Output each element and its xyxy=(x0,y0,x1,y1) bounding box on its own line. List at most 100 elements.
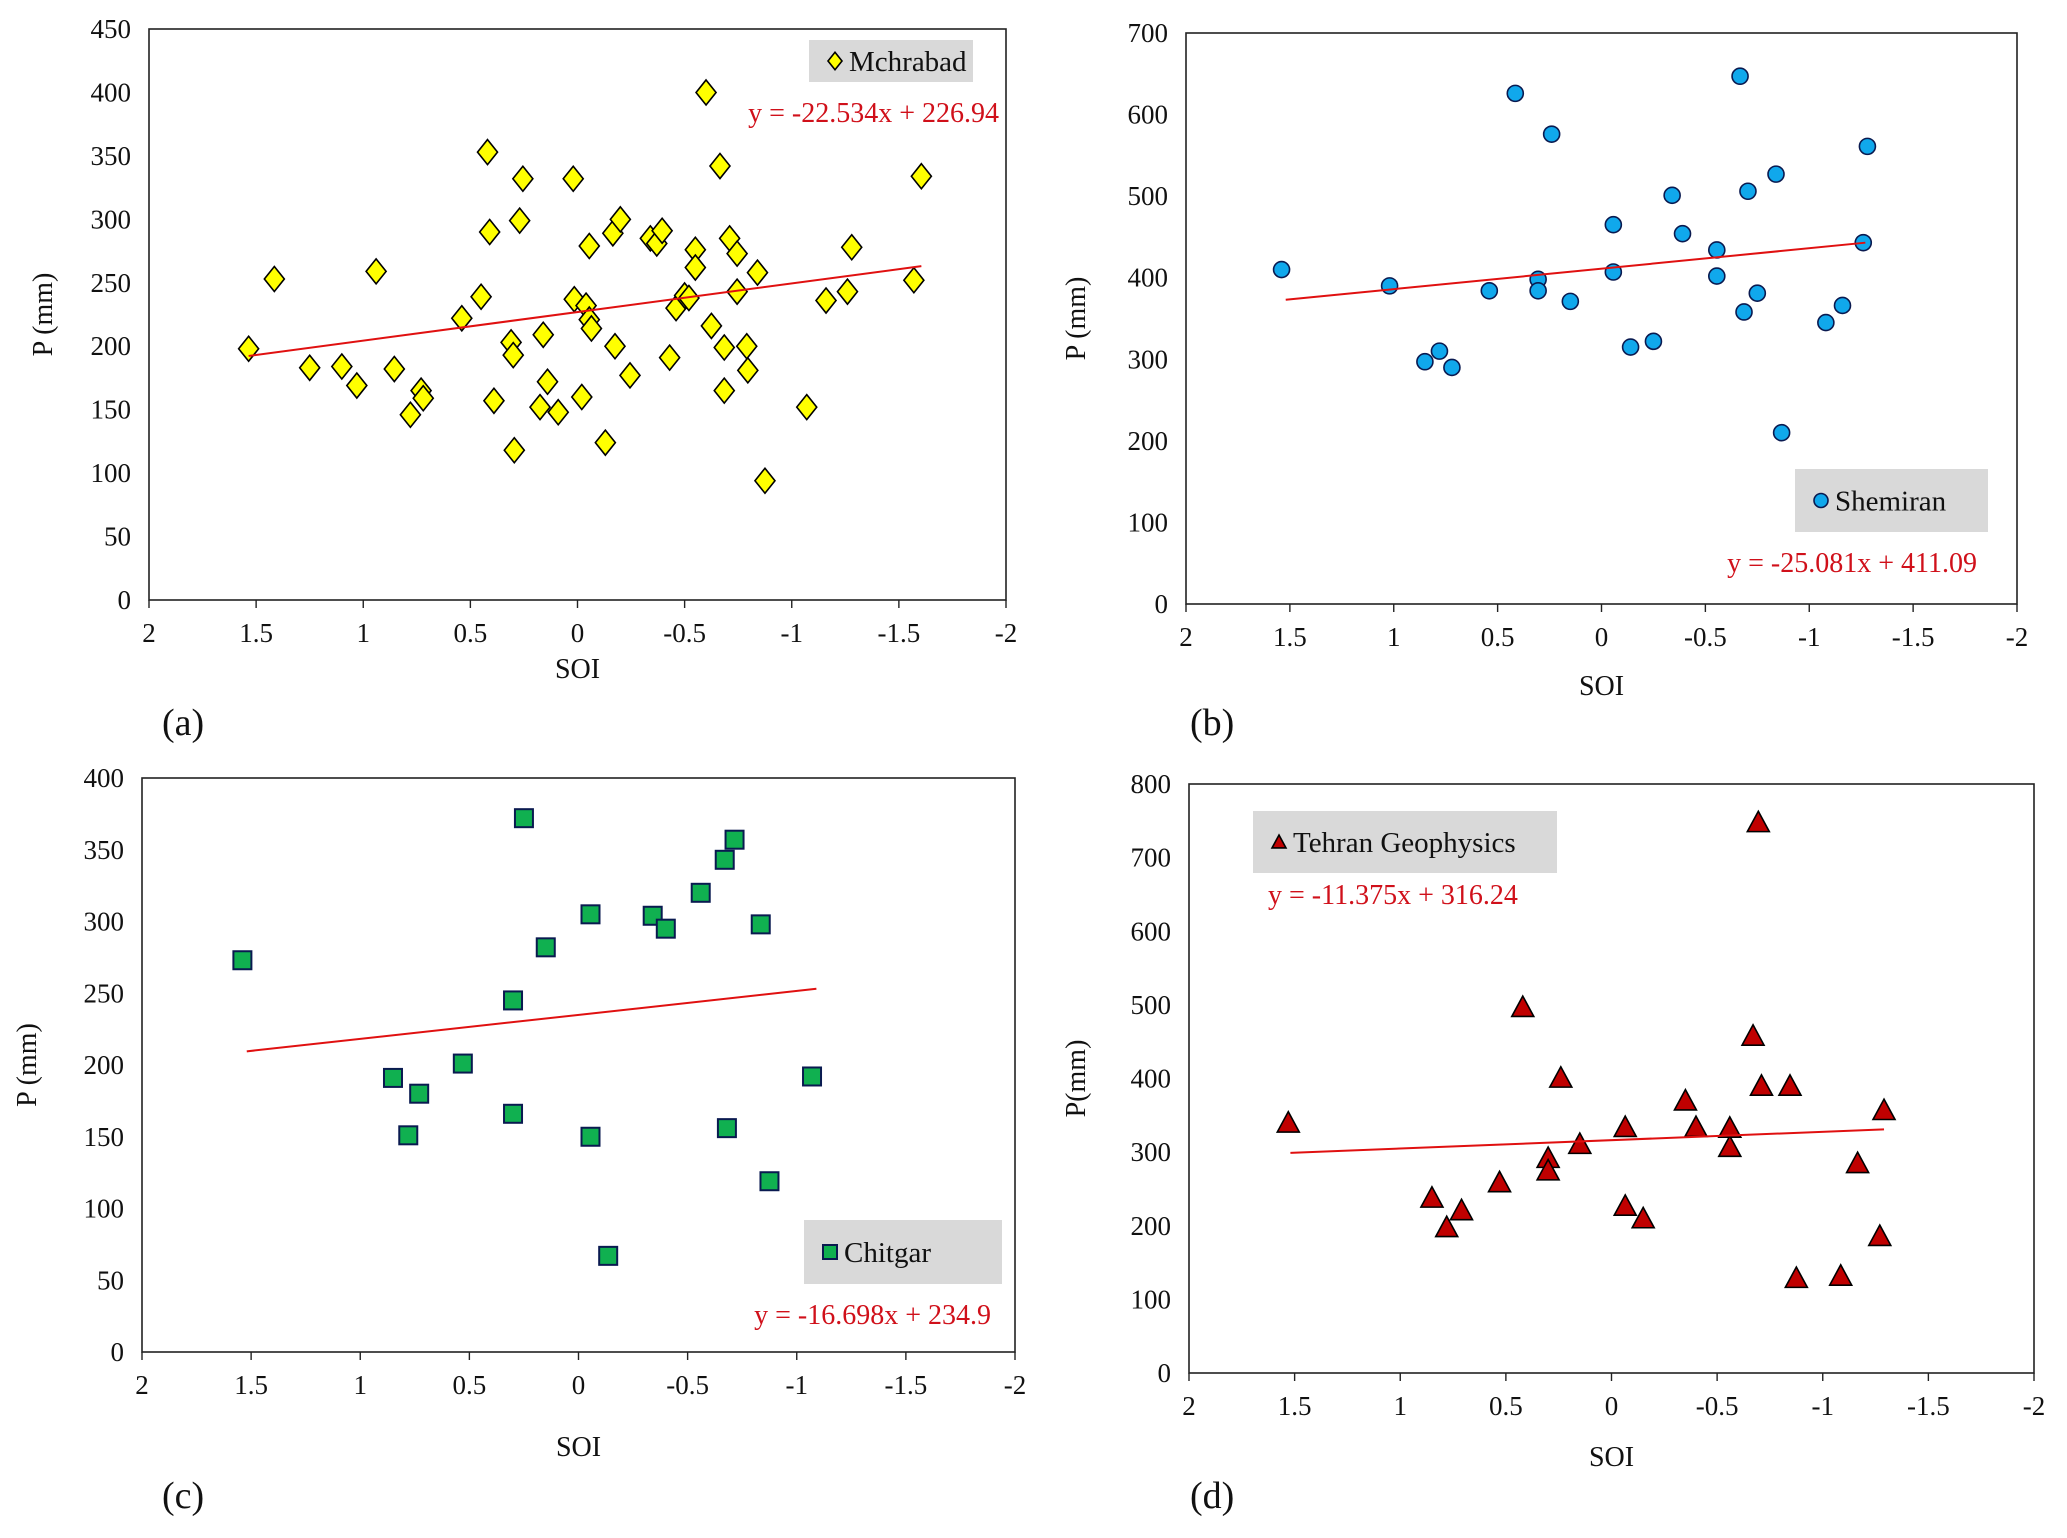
x-tick-label: -1.5 xyxy=(885,1370,928,1400)
data-point xyxy=(1817,313,1835,332)
scatter-panel-a: 2 1.5 1 0.5 0 -0.5 -1 -1.5 -2 0 50 100 150 200 250 300 3… xyxy=(28,14,1017,744)
data-point xyxy=(1708,267,1726,285)
data-point xyxy=(1506,84,1525,103)
data-point xyxy=(724,829,745,850)
data-point xyxy=(910,162,933,190)
data-point xyxy=(1748,284,1767,303)
x-tick-label: -0.5 xyxy=(1696,1391,1739,1421)
data-point xyxy=(1419,1185,1445,1208)
data-point xyxy=(1772,423,1791,442)
data-point xyxy=(1510,994,1536,1018)
data-point xyxy=(713,333,736,362)
data-point xyxy=(802,1066,823,1087)
x-tick-label: 2 xyxy=(135,1370,149,1400)
data-point xyxy=(690,882,711,903)
x-tick-label: 0 xyxy=(572,1370,586,1400)
data-point xyxy=(594,428,617,457)
data-point xyxy=(695,78,718,107)
trendline-equation: y = -11.375x + 316.24 xyxy=(1268,880,1518,911)
y-tick-label: 350 xyxy=(84,835,125,865)
y-tick-label: 100 xyxy=(1128,507,1169,537)
y-tick-label: 300 xyxy=(84,907,125,937)
data-point xyxy=(580,904,601,925)
scatter-panel-d: 2 1.5 1 0.5 0 -0.5 -1 -1.5 -2 0 100 200 300 400 500 600… xyxy=(1061,769,2045,1517)
data-point xyxy=(655,918,676,939)
data-point xyxy=(1612,1114,1638,1138)
y-tick-label: 150 xyxy=(91,395,132,425)
data-point xyxy=(398,1125,419,1146)
trend-line xyxy=(1290,1128,1885,1154)
data-point xyxy=(1612,1193,1638,1217)
panel-label: (b) xyxy=(1190,702,1234,744)
data-point xyxy=(1845,1150,1870,1174)
data-point xyxy=(232,950,253,971)
data-point xyxy=(1871,1097,1897,1121)
data-point xyxy=(609,205,632,234)
data-point xyxy=(562,164,585,193)
data-point xyxy=(750,914,771,935)
trendline-equation: y = -22.534x + 226.94 xyxy=(748,98,999,129)
y-tick-label: 300 xyxy=(1131,1137,1172,1167)
data-point xyxy=(1708,241,1726,259)
data-point xyxy=(603,332,627,361)
data-point xyxy=(618,361,642,390)
trendline-equation: y = -25.081x + 411.09 xyxy=(1727,548,1977,579)
data-point xyxy=(409,1083,430,1104)
y-tick-label: 400 xyxy=(1131,1064,1172,1094)
x-tick-label: -1 xyxy=(786,1370,809,1400)
x-tick-label: 1.5 xyxy=(234,1370,268,1400)
y-axis-title: P (mm) xyxy=(1061,277,1092,361)
x-tick-label: -1.5 xyxy=(1892,622,1935,652)
y-tick-label: 150 xyxy=(84,1122,125,1152)
data-point xyxy=(1745,809,1771,833)
x-tick-label: 1 xyxy=(354,1370,368,1400)
y-tick-label: 500 xyxy=(1131,990,1172,1020)
data-point xyxy=(1542,125,1561,143)
x-tick-label: 2 xyxy=(142,618,156,648)
scatter-panel-c: 2 1.5 1 0.5 0 -0.5 -1 -1.5 -2 0 50 100 150 200 250 300 3… xyxy=(12,763,1026,1517)
y-axis-title: P (mm) xyxy=(12,1023,43,1107)
x-tick-label: 1 xyxy=(357,618,371,648)
trendline-equation: y = -16.698x + 234.9 xyxy=(754,1300,991,1331)
data-point xyxy=(365,257,388,286)
data-point xyxy=(746,258,769,287)
data-point xyxy=(651,216,674,245)
y-axis-title: P(mm) xyxy=(1061,1040,1092,1118)
y-tick-label: 400 xyxy=(84,763,125,793)
y-tick-label: 300 xyxy=(91,204,132,234)
legend-label: Chitgar xyxy=(844,1237,931,1269)
data-point xyxy=(836,277,859,306)
data-point xyxy=(1717,1134,1743,1158)
data-point xyxy=(580,1126,601,1147)
plot-area xyxy=(148,28,1007,601)
data-point xyxy=(1430,342,1449,360)
data-point xyxy=(1767,165,1785,183)
data-point xyxy=(535,937,556,958)
scatter-panel-b: 2 1.5 1 0.5 0 -0.5 -1 -1.5 -2 0 100 200 300 400 500 600… xyxy=(1061,18,2028,744)
legend-marker-icon xyxy=(826,50,844,72)
data-point xyxy=(1434,1214,1460,1238)
legend: Chitgar xyxy=(804,1220,1002,1284)
data-point xyxy=(1673,224,1692,243)
data-point xyxy=(1275,1109,1301,1133)
y-tick-label: 700 xyxy=(1128,18,1169,48)
data-point xyxy=(580,314,603,343)
x-tick-label: 1.5 xyxy=(1278,1391,1312,1421)
y-tick-label: 200 xyxy=(1131,1211,1172,1241)
data-point xyxy=(478,218,501,246)
y-tick-label: 0 xyxy=(1155,589,1169,619)
y-tick-label: 100 xyxy=(84,1194,125,1224)
data-point xyxy=(503,436,526,465)
x-tick-label: 0 xyxy=(1605,1391,1619,1421)
data-point xyxy=(795,393,818,421)
legend-marker-icon xyxy=(1270,833,1288,849)
x-tick-label: 0.5 xyxy=(1481,622,1515,652)
data-point xyxy=(528,393,552,421)
panel-label: (a) xyxy=(162,702,204,744)
x-tick-label: -0.5 xyxy=(666,1370,709,1400)
y-tick-label: 200 xyxy=(84,1050,125,1080)
x-tick-label: -1 xyxy=(1812,1391,1835,1421)
data-point xyxy=(412,384,435,413)
data-point xyxy=(1858,137,1877,156)
y-tick-label: 400 xyxy=(1128,263,1169,293)
